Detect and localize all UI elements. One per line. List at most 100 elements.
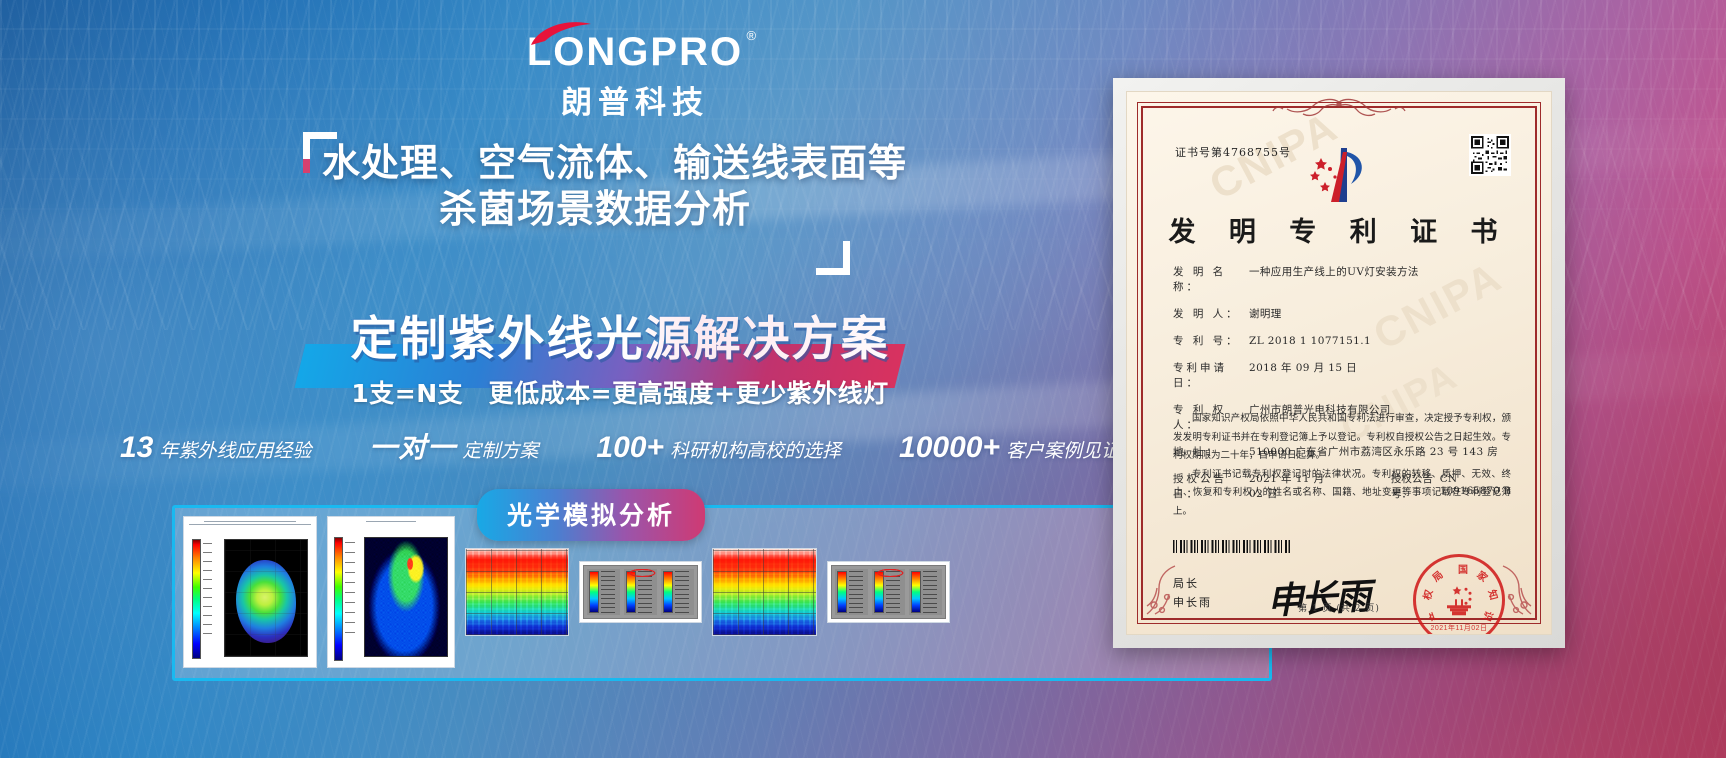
contour-irradiance-plot <box>183 516 317 668</box>
plot-gridlines <box>466 549 568 635</box>
slogan-sub: 1支=N支 更低成本=更高强度+更少紫外线灯 <box>351 379 889 408</box>
field-label: 专利申请日： <box>1173 362 1227 389</box>
simulation-image-row <box>183 516 950 668</box>
seal-date: 2021年11月02日 <box>1430 625 1488 632</box>
legend-column <box>628 569 694 615</box>
field-value: 谢明理 <box>1249 308 1282 320</box>
page-number: 第 1 页 (共 2 页) <box>1298 604 1380 614</box>
stat-item-3: 10000+ 客户案例见证 <box>899 431 1120 465</box>
field-value: ZL 2018 1 1077151.1 <box>1249 335 1372 347</box>
logo-swoosh-icon <box>530 22 591 45</box>
seal-ring-text: 国 家 知 识 产 权 局 <box>1422 565 1499 623</box>
stat-number: 100+ <box>596 431 664 464</box>
stat-text: 年紫外线应用经验 <box>159 440 312 462</box>
qr-code-icon <box>1469 134 1511 176</box>
legend-column <box>876 569 942 615</box>
barcode-icon <box>1173 540 1291 553</box>
plot-title-placeholder <box>328 519 454 527</box>
plot-colorbar-ticks <box>203 539 212 659</box>
legend-panel <box>583 565 698 619</box>
color-legend-group-1 <box>579 561 702 623</box>
legend-highlight-ring <box>628 569 655 577</box>
optical-simulation-badge: 光学模拟分析 <box>477 489 706 541</box>
slogan-main: 定制紫外线光源解决方案 <box>290 300 950 369</box>
qr-code-pattern <box>1471 136 1509 174</box>
grant-number-value: CN 109165870 B <box>1439 473 1511 497</box>
plot-gridlines <box>713 549 816 635</box>
legend-colorbar <box>911 571 921 613</box>
field-value: 510000 广东省广州市荔湾区永乐路 23 号 143 房 <box>1249 446 1499 458</box>
patent-certificate-frame: CNIPA CNIPA CNIPA <box>1113 78 1565 648</box>
legend-colorbar <box>589 571 599 613</box>
handwritten-signature: 申长雨 <box>1266 575 1371 623</box>
grant-number-label: 授权公告号： <box>1390 473 1433 500</box>
certificate-field-row: 发 明 人： 谢明理 <box>1173 306 1511 321</box>
legend-panel <box>831 565 946 619</box>
plot-title-placeholder <box>184 519 316 527</box>
stat-text: 客户案例见证 <box>1005 440 1120 462</box>
certificate-fields: 发 明 名 称： 一种应用生产线上的UV灯安装方法 发 明 人： 谢明理 专 利… <box>1173 264 1511 513</box>
simulation-gallery-panel <box>172 505 1272 681</box>
legend-colorbar <box>874 571 884 613</box>
signature-name: 申长雨 <box>1173 595 1212 609</box>
plot-colorbar <box>334 537 343 661</box>
bracket-top-left-icon <box>303 132 337 173</box>
certificate-grant-row: 授权公告日： 2021 年 11 月 02 日 授权公告号： CN 109165… <box>1173 471 1511 501</box>
certificate-number: 证书号第4768755号 <box>1175 146 1291 159</box>
heatmap-plot-2 <box>712 548 817 636</box>
stat-number: 一对一 <box>369 431 457 464</box>
headline-line-1: 水处理、空气流体、输送线表面等 <box>322 141 908 185</box>
field-label: 专 利 号： <box>1173 335 1240 347</box>
certificate-field-row: 专 利 号： ZL 2018 1 1077151.1 <box>1173 333 1511 348</box>
scatter-field <box>365 538 447 656</box>
top-ornament-icon <box>1272 98 1406 117</box>
stat-text: 科研机构高校的选择 <box>670 440 842 462</box>
corner-ornament-icon <box>1146 565 1176 615</box>
field-value: 2018 年 09 月 15 日 <box>1249 362 1358 374</box>
grant-number-group: 授权公告号： CN 109165870 B <box>1391 471 1511 501</box>
grant-date-label: 授权公告日： <box>1173 473 1227 500</box>
field-label: 专 利 权 人： <box>1173 404 1227 431</box>
stat-number: 13 <box>120 431 154 464</box>
logo-wordmark: LONGPRO ® <box>526 22 756 75</box>
certificate-field-row: 专利申请日： 2018 年 09 月 15 日 <box>1173 360 1511 390</box>
headline-line-2: 杀菌场景数据分析 <box>438 187 751 232</box>
certificate-border <box>1137 102 1541 624</box>
logo-text-en: LONGPRO <box>526 30 744 74</box>
legend-values <box>601 571 618 613</box>
certificate-title: 发 明 专 利 证 书 <box>1168 217 1510 248</box>
color-legend-group-2 <box>827 561 950 623</box>
company-logo: LONGPRO ® 朗普科技 <box>515 22 756 122</box>
legal-paragraph-1: 国家知识产权局依照中华人民共和国专利法进行审查，决定授予专利权，颁发发明专利证书… <box>1173 413 1511 462</box>
legend-highlight-ring <box>876 569 903 577</box>
grant-date-value: 2021 年 11 月 02 日 <box>1249 473 1325 500</box>
stat-item-1: 一对一 定制方案 <box>369 426 538 466</box>
bracket-bottom-right-icon <box>816 240 850 275</box>
irradiance-blob <box>236 559 296 644</box>
plot-colorbar <box>192 539 201 659</box>
registered-mark-icon: ® <box>746 28 759 43</box>
legend-column <box>587 569 655 615</box>
certificate-legal-text: 国家知识产权局依照中华人民共和国专利法进行审查，决定授予专利权，颁发发明专利证书… <box>1173 410 1511 521</box>
legend-values <box>923 571 940 613</box>
field-value: 广州市朗普光电科技有限公司 <box>1249 404 1391 416</box>
cnipa-emblem-icon <box>1310 148 1362 202</box>
signature-label: 局长 申长雨 <box>1173 575 1212 612</box>
signature-title: 局长 <box>1173 577 1199 590</box>
stats-row: 13 年紫外线应用经验 一对一 定制方案 100+ 科研机构高校的选择 1000… <box>120 426 1120 466</box>
legend-values <box>886 571 903 613</box>
plot-colorbar-ticks <box>345 537 355 661</box>
logo-text-cn: 朗普科技 <box>561 85 709 121</box>
legend-colorbar <box>626 571 636 613</box>
national-emblem-icon <box>1447 586 1472 616</box>
legend-colorbar <box>837 571 847 613</box>
official-seal: 国 家 知 识 产 权 局 <box>1413 554 1505 634</box>
legend-column <box>835 569 903 615</box>
stat-item-2: 100+ 科研机构高校的选择 <box>596 431 841 465</box>
certificate-field-row: 发 明 名 称： 一种应用生产线上的UV灯安装方法 <box>1173 264 1511 294</box>
scatter-irradiance-plot <box>327 516 455 668</box>
legend-values <box>638 571 655 613</box>
patent-certificate: CNIPA CNIPA CNIPA <box>1126 91 1552 635</box>
field-value: 一种应用生产线上的UV灯安装方法 <box>1249 266 1419 278</box>
